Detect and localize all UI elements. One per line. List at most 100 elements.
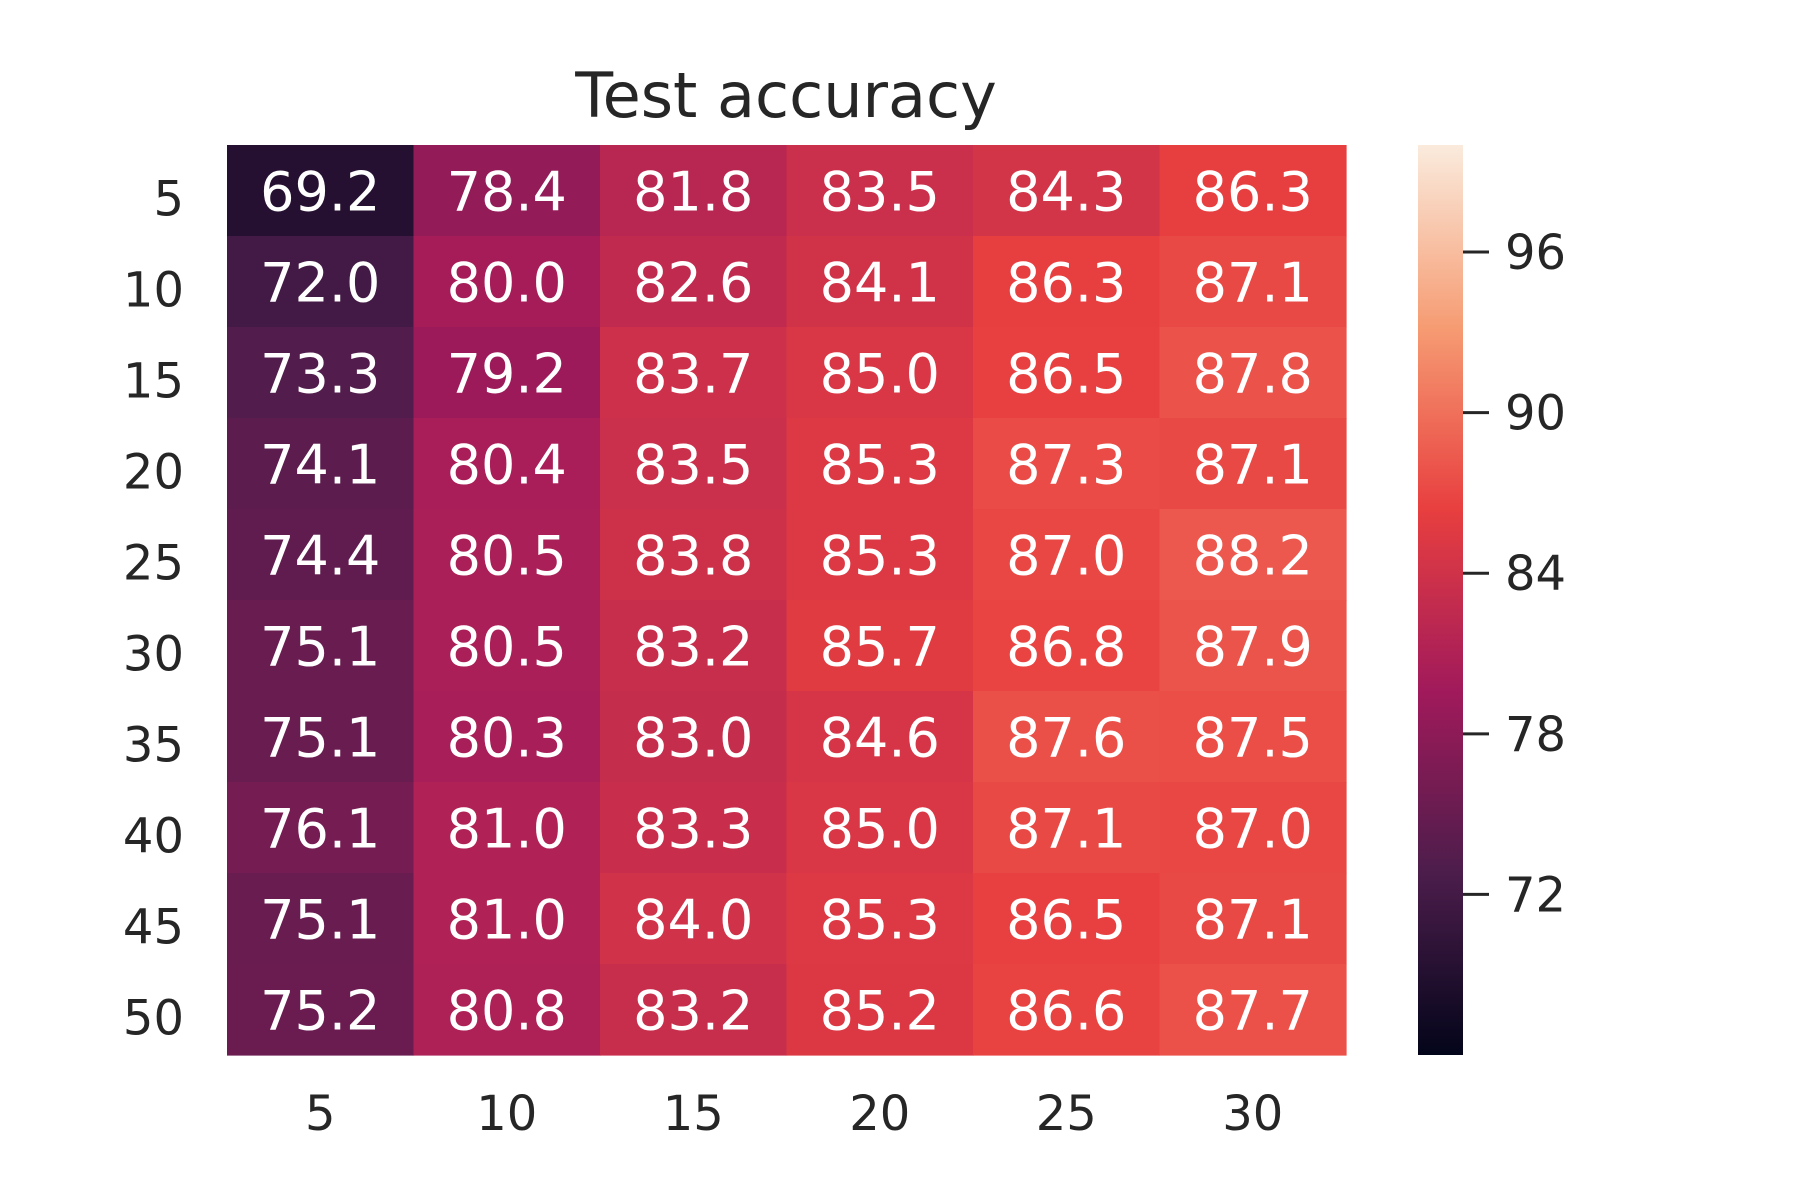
heatmap-cell: [413, 964, 601, 1056]
colorbar-gradient: [1418, 145, 1463, 1055]
y-tick-label: 10: [123, 263, 184, 319]
cell-value-label: 85.3: [820, 434, 940, 497]
x-tick-label: 25: [1036, 1086, 1097, 1142]
cell-value-label: 75.2: [260, 980, 380, 1043]
cell-value-label: 86.8: [1006, 616, 1126, 679]
heatmap-cell: [973, 691, 1161, 783]
heatmap-cell: [786, 782, 974, 874]
cell-value-label: 87.1: [1006, 798, 1126, 861]
heatmap-cell-labels: 69.2 78.4 81.8 83.5 84.3 86.3 72.0 80.0 82.6 84.1…: [260, 161, 1313, 1043]
heatmap-cell: [227, 873, 415, 965]
cell-value-label: 75.1: [260, 889, 380, 952]
heatmap-cell: [786, 145, 974, 237]
cell-value-label: 81.0: [447, 798, 567, 861]
heatmap-cell: [227, 509, 415, 601]
heatmap-cell: [973, 600, 1161, 692]
cell-value-label: 84.0: [633, 889, 753, 952]
heatmap-cell: [1159, 782, 1347, 874]
cell-value-label: 72.0: [260, 252, 380, 315]
heatmap-cell: [413, 327, 601, 419]
heatmap-cell: [1159, 964, 1347, 1056]
cell-value-label: 84.1: [820, 252, 940, 315]
cell-value-label: 75.1: [260, 707, 380, 770]
cell-value-label: 73.3: [260, 343, 380, 406]
heatmap-cell: [786, 327, 974, 419]
y-axis-tick-labels: 5 10 15 20 25 30 35 40 45 50: [123, 172, 184, 1047]
cell-value-label: 80.5: [447, 616, 567, 679]
cell-value-label: 81.8: [633, 161, 753, 224]
cell-value-label: 87.7: [1193, 980, 1313, 1043]
heatmap-cell: [786, 418, 974, 510]
cell-value-label: 86.3: [1193, 161, 1313, 224]
heatmap-cell: [786, 509, 974, 601]
heatmap-cell: [600, 691, 788, 783]
cell-value-label: 85.7: [820, 616, 940, 679]
cell-value-label: 86.5: [1006, 889, 1126, 952]
heatmap-cell: [600, 236, 788, 328]
cell-value-label: 87.1: [1193, 889, 1313, 952]
cell-value-label: 83.7: [633, 343, 753, 406]
heatmap-cell: [413, 236, 601, 328]
colorbar-tick-label: 90: [1505, 386, 1566, 442]
heatmap-cell: [786, 600, 974, 692]
cell-value-label: 87.9: [1193, 616, 1313, 679]
heatmap-cell: [227, 782, 415, 874]
cell-value-label: 83.8: [633, 525, 753, 588]
y-tick-label: 40: [123, 809, 184, 865]
cell-value-label: 87.6: [1006, 707, 1126, 770]
heatmap-cell: [600, 873, 788, 965]
heatmap-cell: [1159, 418, 1347, 510]
heatmap-cell: [786, 236, 974, 328]
heatmap-cell: [600, 964, 788, 1056]
heatmap-cell: [786, 964, 974, 1056]
cell-value-label: 80.8: [447, 980, 567, 1043]
chart-title: Test accuracy: [574, 59, 997, 132]
cell-value-label: 83.2: [633, 980, 753, 1043]
heatmap-cell: [1159, 327, 1347, 419]
heatmap-cell: [1159, 145, 1347, 237]
heatmap-cell: [1159, 509, 1347, 601]
y-tick-label: 30: [123, 627, 184, 683]
cell-value-label: 80.3: [447, 707, 567, 770]
cell-value-label: 85.2: [820, 980, 940, 1043]
heatmap-cell: [600, 327, 788, 419]
heatmap-cell: [973, 145, 1161, 237]
heatmap-cell: [1159, 873, 1347, 965]
heatmap-cell: [413, 145, 601, 237]
cell-value-label: 80.5: [447, 525, 567, 588]
cell-value-label: 86.3: [1006, 252, 1126, 315]
y-tick-label: 45: [123, 900, 184, 956]
x-axis-tick-labels: 5 10 15 20 25 30: [305, 1086, 1283, 1142]
heatmap-cell: [413, 691, 601, 783]
cell-value-label: 86.6: [1006, 980, 1126, 1043]
heatmap-cell: [413, 782, 601, 874]
colorbar: 72 78 84 90 96: [1418, 145, 1566, 1055]
heatmap-cell: [1159, 691, 1347, 783]
cell-value-label: 87.3: [1006, 434, 1126, 497]
colorbar-tick-label: 78: [1505, 707, 1566, 763]
heatmap-cell: [227, 145, 415, 237]
heatmap-cell: [413, 509, 601, 601]
heatmap-cell: [600, 782, 788, 874]
heatmap-cell: [227, 691, 415, 783]
cell-value-label: 86.5: [1006, 343, 1126, 406]
heatmap-cell: [973, 964, 1161, 1056]
heatmap-cell: [413, 873, 601, 965]
cell-value-label: 88.2: [1193, 525, 1313, 588]
heatmap-cell: [227, 418, 415, 510]
cell-value-label: 76.1: [260, 798, 380, 861]
colorbar-tick-label: 84: [1505, 546, 1566, 602]
cell-value-label: 85.3: [820, 525, 940, 588]
cell-value-label: 74.4: [260, 525, 380, 588]
cell-value-label: 83.0: [633, 707, 753, 770]
x-tick-label: 5: [305, 1086, 336, 1142]
heatmap-cell: [973, 327, 1161, 419]
cell-value-label: 80.4: [447, 434, 567, 497]
cell-value-label: 84.3: [1006, 161, 1126, 224]
heatmap-cell: [600, 509, 788, 601]
colorbar-tick-label: 96: [1505, 225, 1566, 281]
heatmap-cell: [227, 236, 415, 328]
cell-value-label: 87.5: [1193, 707, 1313, 770]
heatmap-cell: [973, 873, 1161, 965]
